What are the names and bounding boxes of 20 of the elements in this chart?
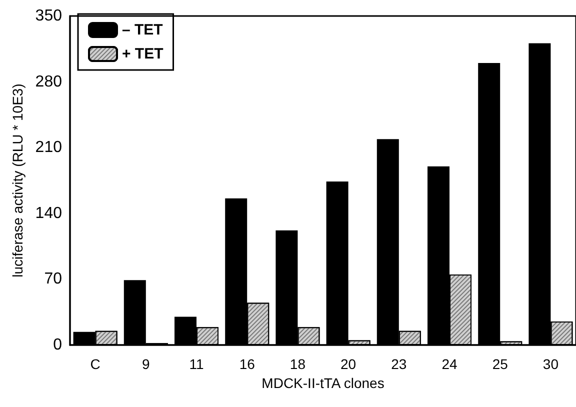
legend-label: + TET [122,46,164,62]
x-tick-label: 18 [290,356,306,372]
x-tick-label: 11 [189,356,204,372]
x-tick-label: 9 [142,356,150,372]
y-tick-label: 0 [53,336,62,354]
y-tick-label: 70 [44,270,62,288]
x-tick-label: 16 [239,356,256,372]
x-tick-label: C [90,356,100,372]
x-axis-title: MDCK-II-tTA clones [262,374,384,391]
y-tick-label: 280 [35,73,62,90]
y-tick-label: 210 [35,139,62,156]
x-tick-label: 20 [340,356,356,372]
y-tick-label: 140 [35,204,62,222]
x-tick-label: 24 [442,356,458,372]
y-tick-label: 350 [35,8,62,24]
x-tick-label: 25 [492,356,508,372]
legend-label: – TET [122,22,163,38]
y-axis-title: luciferase activity (RLU * 10E3) [9,84,26,278]
x-tick-label: 23 [391,356,407,372]
x-tick-label: 30 [542,356,559,372]
